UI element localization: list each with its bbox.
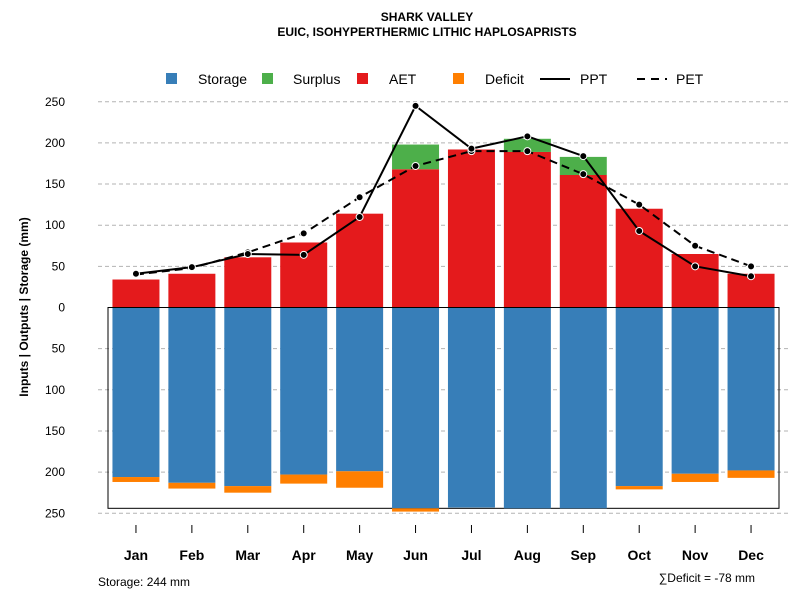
- deficit-bar: [392, 508, 440, 512]
- x-tick-label: Nov: [682, 547, 709, 563]
- ppt-point: [355, 212, 364, 221]
- aet-bar: [224, 257, 272, 308]
- pet-point: [355, 193, 364, 202]
- lines-group: [131, 101, 756, 281]
- pet-point: [635, 200, 644, 209]
- storage-bar: [392, 307, 440, 509]
- pet-point: [747, 262, 756, 271]
- ppt-point: [299, 250, 308, 259]
- storage-bar: [112, 307, 160, 478]
- legend-label: Storage: [198, 71, 247, 87]
- aet-bar: [503, 151, 551, 308]
- ppt-point: [691, 262, 700, 271]
- ppt-point: [747, 272, 756, 281]
- legend-label: PPT: [580, 71, 608, 87]
- legend-label: Surplus: [293, 71, 340, 87]
- x-tick-label: Jan: [124, 547, 148, 563]
- pet-line: [135, 150, 752, 276]
- y-tick-label: 150: [45, 177, 65, 191]
- ppt-point: [635, 226, 644, 235]
- chart-legend: Storage Surplus AET Deficit PPT PET: [166, 71, 704, 87]
- aet-bar: [559, 174, 607, 308]
- y-tick-label: 150: [45, 424, 65, 438]
- ppt-point: [467, 144, 476, 153]
- deficit-bar: [671, 473, 719, 482]
- legend-swatch: [262, 73, 273, 84]
- y-tick-label: 200: [45, 136, 65, 150]
- x-tick-label: Sep: [570, 547, 596, 563]
- storage-footnote: Storage: 244 mm: [98, 575, 190, 589]
- chart-title: SHARK VALLEY: [381, 10, 473, 24]
- deficit-bar: [280, 474, 328, 484]
- deficit-bar: [112, 477, 160, 482]
- deficit-bar: [224, 486, 272, 493]
- x-tick-label: Jun: [403, 547, 428, 563]
- x-tick-label: May: [346, 547, 373, 563]
- y-tick-label: 250: [45, 95, 65, 109]
- x-tick-label: Aug: [514, 547, 541, 563]
- ppt-point: [523, 132, 532, 141]
- ppt-point: [131, 269, 140, 278]
- y-tick-label: 100: [45, 218, 65, 232]
- y-tick-label: 250: [45, 506, 65, 520]
- deficit-bar: [615, 486, 663, 490]
- x-tick-label: Mar: [235, 547, 260, 563]
- deficit-bar: [168, 482, 216, 489]
- x-tick-label: Apr: [292, 547, 317, 563]
- aet-bar: [615, 208, 663, 308]
- surplus-bar: [503, 138, 551, 152]
- aet-bar: [112, 279, 160, 308]
- storage-bar: [447, 307, 495, 508]
- storage-bar: [224, 307, 272, 487]
- storage-bar: [336, 307, 384, 472]
- ppt-point: [187, 263, 196, 272]
- y-tick-label: 0: [58, 301, 65, 315]
- chart-subtitle: EUIC, ISOHYPERTHERMIC LITHIC HAPLOSAPRIS…: [277, 25, 576, 39]
- storage-bar: [503, 307, 551, 509]
- x-tick-label: Jul: [461, 547, 481, 563]
- y-tick-label: 50: [52, 342, 66, 356]
- y-axis-label: Inputs | Outputs | Storage (mm): [17, 217, 31, 396]
- ppt-point: [579, 152, 588, 161]
- storage-bar: [559, 307, 607, 509]
- axes-group: 250 200 150 100 50 0 50 100 150 200 250 Jan Feb Mar Ap…: [45, 95, 764, 563]
- x-tick-label: Feb: [179, 547, 204, 563]
- storage-bar: [280, 307, 328, 475]
- deficit-bar: [336, 471, 384, 488]
- deficit-bar: [727, 470, 775, 478]
- storage-bar: [168, 307, 216, 483]
- storage-bar: [615, 307, 663, 487]
- aet-bar: [168, 273, 216, 308]
- x-tick-label: Oct: [628, 547, 652, 563]
- aet-bar: [447, 149, 495, 308]
- y-tick-label: 50: [52, 259, 66, 273]
- deficit-footnote: ∑Deficit = -78 mm: [659, 571, 755, 585]
- y-tick-label: 100: [45, 383, 65, 397]
- legend-swatch: [166, 73, 177, 84]
- legend-swatch: [453, 73, 464, 84]
- ppt-point: [243, 250, 252, 259]
- pet-point: [299, 229, 308, 238]
- aet-bar: [336, 213, 384, 308]
- x-tick-label: Dec: [738, 547, 764, 563]
- aet-bar: [671, 254, 719, 308]
- y-tick-label: 200: [45, 465, 65, 479]
- legend-label: PET: [676, 71, 704, 87]
- aet-bar: [392, 169, 440, 308]
- pet-point: [523, 147, 532, 156]
- storage-bar: [727, 307, 775, 471]
- legend-swatch: [357, 73, 368, 84]
- storage-bar: [671, 307, 719, 474]
- ppt-line: [135, 104, 752, 278]
- ppt-point: [411, 101, 420, 110]
- legend-label: AET: [389, 71, 417, 87]
- pet-point: [691, 241, 700, 250]
- pet-point: [579, 170, 588, 179]
- bars-group: [108, 138, 779, 512]
- legend-label: Deficit: [485, 71, 524, 87]
- pet-point: [411, 161, 420, 170]
